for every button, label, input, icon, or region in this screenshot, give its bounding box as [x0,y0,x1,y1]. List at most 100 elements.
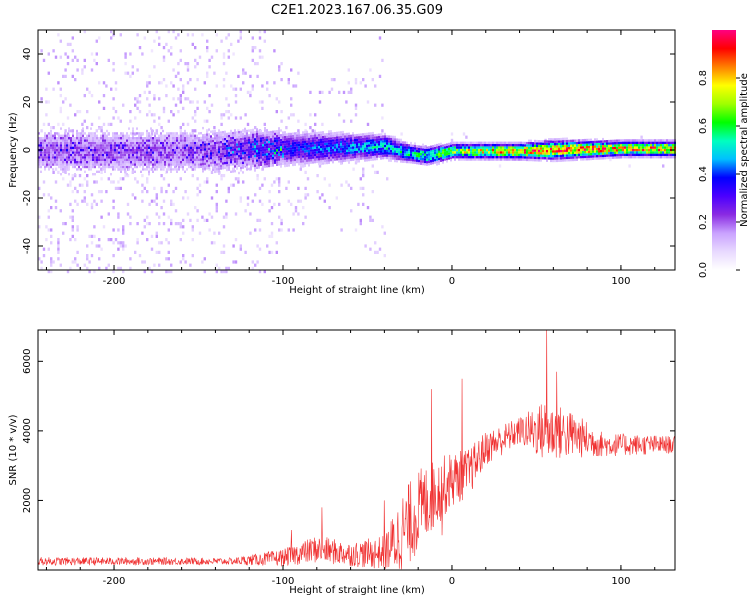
spectrogram-ridge-cell [222,147,224,151]
spectrogram-ridge-cell [238,159,240,163]
spectrogram-ridge-cell [406,151,408,154]
spectrogram-ridge-cell [316,153,318,156]
spectrogram-ridge-cell [54,139,56,142]
spectrogram-ridge-cell [106,149,108,152]
spectrogram-ridge-cell [254,140,256,143]
spectrogram-ridge-cell [608,142,610,145]
spectrogram-ridge-cell [310,142,312,145]
spectrogram-ridge-cell [488,156,490,159]
spectrogram-ridge-cell [198,139,200,142]
spectrogram-ridge-cell [166,144,168,147]
spectrogram-noise-cell [59,110,62,114]
spectrogram-ridge-cell [132,146,134,149]
spectrogram-ridge-cell [126,163,128,166]
spectrogram-ridge-cell [228,134,230,138]
spectrogram-ridge-cell [626,146,628,149]
spectrogram-ridge-cell [264,153,266,156]
spectrogram-noise-cell [186,62,190,66]
spectrogram-ridge-cell [116,144,118,147]
spectrogram-ridge-cell [206,150,208,153]
spectrogram-noise-cell [136,238,139,242]
spectrogram-ridge-cell [350,158,352,162]
spectrogram-ridge-cell [46,141,48,145]
spectrogram-ridge-cell [356,145,358,149]
spectrogram-ridge-cell [318,162,320,166]
spectrogram-ridge-cell [252,138,254,141]
spectrogram-ridge-cell [270,154,272,158]
spectrogram-ridge-cell [176,134,178,137]
spectrogram-ridge-cell [134,149,136,152]
spectrogram-noise-cell [136,222,139,226]
spectrogram-noise-cell [254,228,257,232]
spectrogram-ridge-cell [224,161,226,165]
spectrogram-ridge-cell [518,148,520,152]
spectrogram-ridge-cell [44,156,46,159]
spectrogram-ridge-cell [98,151,100,154]
spectrogram-ridge-cell [538,142,540,145]
spectrogram-noise-cell [369,215,372,219]
spectrogram-ridge-cell [188,141,190,145]
spectrogram-ridge-cell [104,170,106,173]
spectrogram-ridge-cell [672,146,674,149]
spectrogram-ridge-cell [346,144,348,148]
spectrogram-ridge-cell [98,139,100,142]
spectrogram-ridge-cell [232,139,234,142]
spectrogram-ridge-cell [604,152,606,155]
spectrogram-ridge-cell [218,129,220,132]
spectrogram-ridge-cell [248,155,250,159]
spectrogram-ridge-cell [132,134,134,137]
spectrogram-ridge-cell [240,169,242,172]
spectrogram-ridge-cell [280,143,282,147]
spectrogram-noise-cell [71,129,74,133]
spectrogram-ridge-cell [90,144,92,147]
spectrogram-ridge-cell [186,132,188,135]
spectrogram-ridge-cell [146,146,148,149]
spectrogram-ridge-cell [490,153,492,156]
spectrogram-ridge-cell [108,161,110,164]
spectrogram-ridge-cell [194,163,196,166]
spectrogram-ridge-cell [456,156,458,159]
spectrogram-ridge-cell [136,163,138,166]
spectrogram-ridge-cell [348,135,350,138]
spectrogram-ridge-cell [654,146,656,149]
spectrogram-ridge-cell [526,146,528,150]
spectrogram-ridge-cell [64,134,66,137]
spectrogram-ridge-cell [390,137,392,141]
spectrogram-ridge-cell [260,144,262,147]
spectrogram-ridge-cell [124,161,126,164]
spectrogram-ridge-cell [418,155,420,158]
spectrogram-ridge-cell [626,156,628,159]
spectrogram-ridge-cell [126,134,128,137]
spectrogram-ridge-cell [224,133,226,136]
spectrogram-ridge-cell [236,162,238,165]
spectrogram-ridge-cell [194,146,196,149]
spectrogram-ridge-cell [60,127,62,130]
spectrogram-ridge-cell [56,151,58,154]
spectrogram-noise-cell [184,260,187,264]
spectrogram-ridge-cell [424,146,426,149]
spectrogram-noise-cell [280,110,283,114]
spectrogram-ridge-cell [570,146,572,150]
spectrogram-ridge-cell [74,173,76,176]
spectrogram-ridge-cell [518,141,520,144]
spectrogram-ridge-cell [514,146,516,149]
spectrogram-ridge-cell [668,151,670,154]
spectrogram-ridge-cell [138,144,140,147]
spectrogram-ridge-cell [620,156,622,159]
spectrogram-ridge-cell [310,156,312,159]
spectrogram-noise-cell [338,90,341,94]
spectrogram-noise-cell [186,97,190,101]
spectrogram-ridge-cell [298,148,300,151]
spectrogram-noise-cell [362,186,365,190]
spectrogram-ridge-cell [148,139,150,142]
spectrogram-ridge-cell [138,158,140,161]
spectrogram-ridge-cell [576,156,578,159]
spectrogram-ridge-cell [358,143,360,146]
spectrogram-noise-cell [287,228,290,232]
spectrogram-noise-cell [314,113,317,117]
spectrogram-ridge-cell [588,138,590,142]
spectrogram-ridge-cell [62,153,64,157]
spectrogram-ridge-cell [206,147,208,151]
spectrogram-noise-cell [143,225,146,229]
spectrogram-ridge-cell [158,144,160,147]
